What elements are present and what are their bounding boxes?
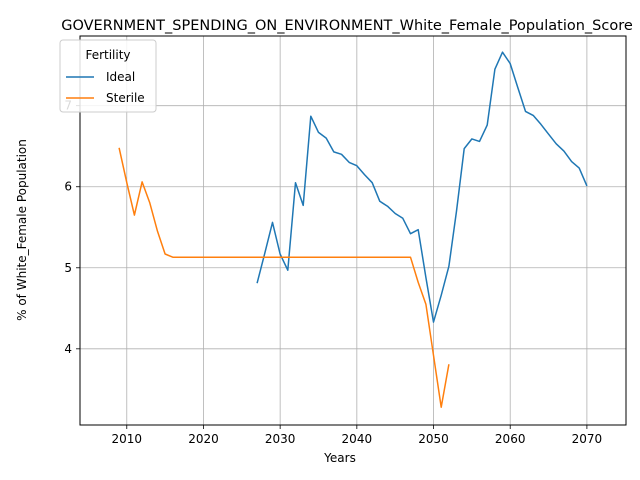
x-tick-label: 2070 [572,432,603,446]
x-tick-label: 2060 [495,432,526,446]
legend-label-ideal: Ideal [106,70,135,84]
y-tick-label: 4 [64,342,72,356]
chart-title: GOVERNMENT_SPENDING_ON_ENVIRONMENT_White… [61,18,633,34]
x-tick-label: 2040 [342,432,373,446]
legend-box [59,39,157,113]
x-tick-label: 2030 [265,432,296,446]
x-tick-label: 2010 [112,432,143,446]
y-tick-label: 5 [64,261,72,275]
x-tick-label: 2020 [188,432,219,446]
x-axis: 2010 2020 2030 2040 2050 2060 2070 [112,425,603,446]
x-axis-label: Years [323,451,356,465]
plot-frame [79,35,627,426]
series-lines [118,51,588,408]
grid [80,36,626,425]
legend-title: Fertility [85,48,130,62]
x-tick-label: 2050 [418,432,449,446]
legend: Fertility Ideal Sterile [59,39,157,113]
series-line-ideal [256,51,588,323]
y-tick-label: 6 [64,180,72,194]
y-axis: 4567 [64,99,80,356]
series-line-sterile [118,147,450,408]
legend-label-sterile: Sterile [106,91,145,105]
y-axis-label: % of White_Female Population [15,139,29,321]
